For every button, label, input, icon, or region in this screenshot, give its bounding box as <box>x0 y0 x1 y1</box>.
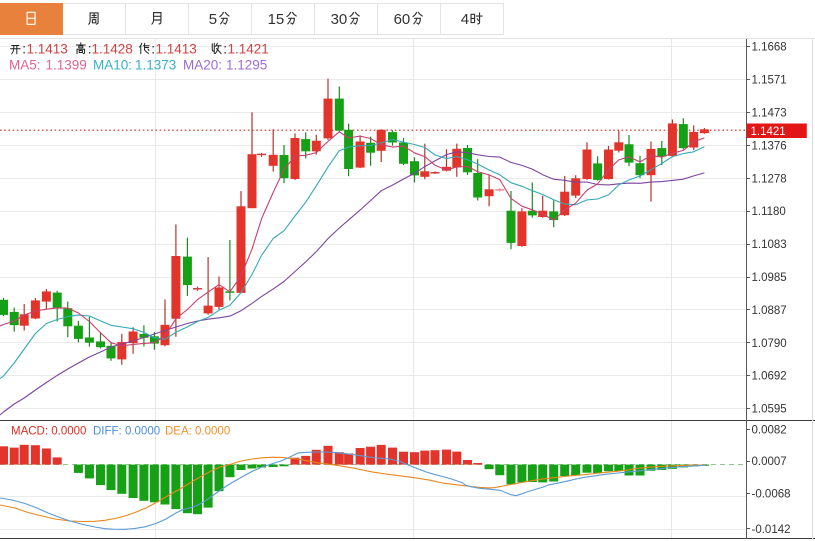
svg-text:MA10:: MA10: <box>93 58 132 73</box>
svg-text:1.1413: 1.1413 <box>27 42 68 57</box>
svg-text::: : <box>88 42 92 57</box>
svg-text:4: 4 <box>461 11 469 28</box>
svg-text:DEA: 0.0000: DEA: 0.0000 <box>165 426 230 438</box>
svg-text:1.1083: 1.1083 <box>752 239 787 251</box>
svg-text:1.1428: 1.1428 <box>92 42 133 57</box>
svg-text:1.1413: 1.1413 <box>156 42 197 57</box>
svg-text:1.1421: 1.1421 <box>751 126 786 138</box>
svg-text:1.1295: 1.1295 <box>226 58 267 73</box>
svg-text:1.1399: 1.1399 <box>46 58 87 73</box>
svg-text::: : <box>223 42 227 57</box>
svg-text::: : <box>151 42 155 57</box>
svg-text:MACD: 0.0000: MACD: 0.0000 <box>11 426 86 438</box>
svg-text:1.1421: 1.1421 <box>228 42 269 57</box>
svg-text:1.1373: 1.1373 <box>135 58 176 73</box>
svg-text:1.1278: 1.1278 <box>752 173 787 185</box>
svg-text:1.0790: 1.0790 <box>752 338 787 350</box>
svg-text:1.1180: 1.1180 <box>752 206 786 218</box>
svg-text:1.1473: 1.1473 <box>752 108 787 120</box>
svg-text:1.0692: 1.0692 <box>752 371 787 383</box>
svg-text:60: 60 <box>394 11 411 28</box>
svg-text:0.0082: 0.0082 <box>752 424 787 436</box>
svg-text:1.0985: 1.0985 <box>752 272 787 284</box>
svg-text::: : <box>22 42 26 57</box>
svg-text:-0.0142: -0.0142 <box>752 524 791 536</box>
svg-text:-0.0068: -0.0068 <box>752 488 791 500</box>
svg-text:30: 30 <box>331 11 348 28</box>
svg-text:1.1668: 1.1668 <box>752 42 787 54</box>
svg-text:15: 15 <box>268 11 285 28</box>
svg-text:MA20:: MA20: <box>183 58 222 73</box>
svg-text:1.0887: 1.0887 <box>752 305 787 317</box>
svg-text:1.1571: 1.1571 <box>752 75 787 87</box>
svg-text:0.0007: 0.0007 <box>752 456 787 468</box>
svg-text:1.1376: 1.1376 <box>752 140 787 152</box>
svg-text:DIFF: 0.0000: DIFF: 0.0000 <box>93 426 160 438</box>
svg-text:5: 5 <box>209 11 217 28</box>
svg-text:1.0595: 1.0595 <box>752 404 787 416</box>
svg-text:MA5:: MA5: <box>9 58 41 73</box>
